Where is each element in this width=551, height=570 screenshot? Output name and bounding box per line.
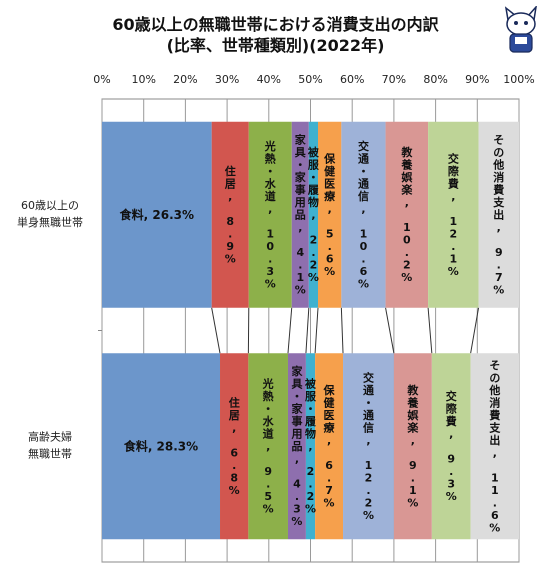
series-connector-line: [340, 307, 344, 354]
data-label: 光熱・水道, 9. 5%: [262, 377, 275, 516]
bar-segment: [343, 353, 394, 540]
series-connector-line: [427, 307, 433, 354]
data-label: 被服・履物, 2. 2%: [305, 377, 317, 516]
chart-title: 60歳以上の無職世帯における消費支出の内訳: [112, 15, 439, 34]
bar-segment: [385, 121, 429, 308]
data-label: 被服・履物, 2. 2%: [308, 145, 320, 284]
data-label: 食料, 26.3%: [119, 207, 194, 222]
cat-mascot-icon: [504, 6, 537, 53]
bar-segment: [393, 353, 432, 540]
bar-segment: [291, 121, 309, 308]
x-tick-label: 30%: [215, 73, 239, 86]
data-label: 教養娯楽, 1 0. 2%: [400, 145, 413, 284]
x-tick-label: 40%: [257, 73, 281, 86]
x-tick-label: 90%: [465, 73, 489, 86]
bar-segment: [102, 353, 221, 540]
x-tick-label: 50%: [298, 73, 322, 86]
bar-segment: [211, 121, 249, 308]
bar-segment: [341, 121, 386, 308]
data-label: 食料, 28.3%: [123, 438, 198, 453]
x-tick-label: 20%: [173, 73, 197, 86]
chart-subtitle: (比率、世帯種類別)(2022年): [166, 36, 385, 55]
x-tick-label: 10%: [131, 73, 155, 86]
x-tick-label: 70%: [382, 73, 406, 86]
bar-segment: [315, 353, 344, 540]
series-connector-line: [305, 307, 310, 354]
bar-segment: [431, 353, 471, 540]
data-label: その他消費支出, 1 1. 6%: [488, 359, 501, 535]
data-label: 家具・家事用品, 4. 3%: [291, 364, 303, 528]
data-label: 家具・家事用品, 4. 1%: [295, 133, 307, 297]
bar-segment: [287, 353, 306, 540]
data-label: 住居, 8. 9%: [225, 164, 236, 266]
bar-segment: [305, 353, 316, 540]
series-connector-line: [385, 307, 395, 354]
bar-segment: [428, 121, 479, 308]
x-tick-label: 60%: [340, 73, 364, 86]
category-label: 高齢夫婦無職世帯: [28, 429, 72, 460]
bar-segment: [318, 121, 342, 308]
series-connector-line: [211, 307, 221, 354]
bar-segment: [102, 121, 212, 308]
series-connector-line: [314, 307, 319, 354]
x-tick-label: 0%: [93, 73, 110, 86]
bar-segment: [220, 353, 249, 540]
category-label: 60歳以上の単身無職世帯: [17, 199, 83, 229]
x-tick-label: 100%: [503, 73, 534, 86]
chart-title-block: 60歳以上の無職世帯における消費支出の内訳 (比率、世帯種類別)(2022年): [0, 14, 551, 56]
series-connector-line: [470, 307, 480, 354]
series-connector-line: [287, 307, 293, 354]
x-tick-label: 80%: [423, 73, 447, 86]
data-label: 光熱・水道, 1 0. 3%: [264, 139, 277, 291]
data-label: その他消費支出, 9. 7%: [492, 134, 505, 297]
bar-segment: [308, 121, 319, 308]
data-label: 交際費, 1 2. 1%: [447, 151, 460, 278]
data-label: 交通・通信, 1 0. 6%: [358, 139, 369, 291]
bar-segment: [470, 353, 519, 540]
data-label: 保健医療, 5. 6%: [323, 151, 336, 278]
data-label: 交通・通信, 1 2. 2%: [363, 370, 374, 522]
bar-segment: [478, 121, 519, 308]
bar-segment: [248, 353, 288, 540]
data-label: 住居, 6. 8%: [229, 395, 240, 497]
bar-segment: [248, 121, 292, 308]
data-label: 交際費, 9. 3%: [445, 389, 458, 503]
data-label: 教養娯楽, 9. 1%: [406, 383, 419, 510]
data-label: 保健医療, 6. 7%: [323, 383, 336, 510]
